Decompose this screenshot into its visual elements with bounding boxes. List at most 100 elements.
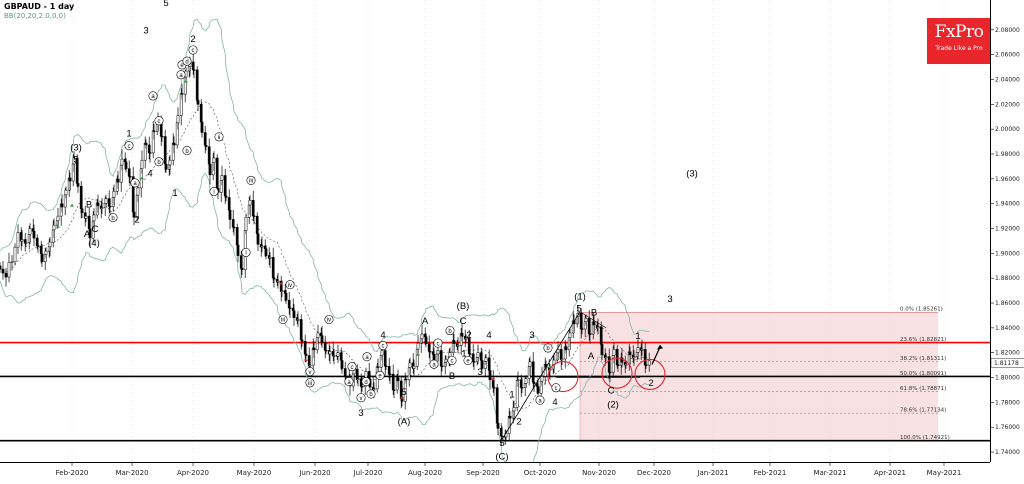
candle-body (524, 378, 528, 384)
candle-body (624, 363, 628, 366)
wave-circle (188, 45, 198, 55)
wave-circle (324, 314, 334, 324)
candle-body (0, 265, 2, 270)
wave-circle-text: iv (288, 283, 292, 289)
time-tick-label: Aug-2020 (408, 469, 442, 477)
wave-circle-text: b (546, 346, 550, 352)
wave-circle-label: c (551, 383, 561, 393)
wave-circle-label: v (356, 393, 366, 403)
bollinger-mid (0, 101, 650, 409)
wave-circle-label: d (182, 56, 192, 66)
wave-label: B (449, 371, 455, 382)
wave-circle-text: c (351, 365, 354, 371)
candle-body (596, 326, 600, 328)
candle-body (460, 332, 464, 337)
candle-body (508, 416, 512, 419)
wave-circle (278, 314, 288, 324)
trend-line (579, 311, 607, 329)
indicator-label: BB(20,20,2.0,0,0) (4, 12, 66, 20)
wave-circle (246, 175, 256, 185)
wave-circle (551, 383, 561, 393)
candle-body (40, 253, 44, 263)
wave-circle (305, 367, 315, 377)
wave-circle (176, 70, 186, 80)
candle-body (468, 353, 472, 355)
time-axis: Feb-2020 Mar-2020 Apr-2020 May-2020 Jun-2020… (0, 462, 990, 480)
wave-circle-text: c (451, 359, 454, 365)
candle-body (592, 321, 596, 326)
candle-body (160, 135, 164, 138)
candle-body (364, 371, 368, 378)
candle-body (180, 93, 184, 95)
candle-body (420, 333, 424, 340)
wave-circle (154, 157, 164, 167)
candle-body (24, 242, 28, 244)
wave-label: A (588, 351, 595, 362)
candle-body (296, 319, 300, 321)
time-tick-label: Jan-2021 (696, 469, 728, 477)
candle-body (52, 224, 56, 231)
wave-circle-label: b (182, 146, 192, 156)
candle-body (424, 336, 428, 344)
wave-circle-text: i (245, 251, 246, 257)
wave-label: 4 (486, 330, 491, 341)
wave-circle-text: b (185, 149, 189, 155)
price-tick-label: 1.78000 (995, 399, 1020, 406)
candle-body (604, 356, 608, 358)
wave-circle-text: v (309, 370, 312, 376)
candle-body (196, 100, 200, 105)
candle-body (392, 389, 396, 391)
down-arrow-icon (491, 378, 495, 382)
support-circle (601, 357, 633, 389)
time-tick-label: Feb-2021 (754, 469, 787, 477)
candle-body (632, 356, 636, 358)
up-arrow-icon (548, 365, 552, 369)
wave-circle-text: b (157, 160, 161, 166)
candle-body (328, 351, 332, 355)
candle-body (28, 228, 32, 235)
down-arrow-icon (304, 359, 308, 363)
candle-body (148, 152, 152, 154)
wave-circle-label: c (378, 341, 388, 351)
candle-body (316, 332, 320, 338)
wave-circle-label: v (305, 367, 315, 377)
candle-body (472, 361, 476, 363)
candle-body (232, 226, 236, 229)
wave-circle-label: a (535, 395, 545, 405)
candle-body (540, 376, 544, 382)
candle-body (163, 136, 167, 165)
candle-body (260, 245, 264, 248)
candle-body (476, 352, 480, 358)
wave-circle (361, 377, 371, 387)
wave-circle (148, 91, 158, 101)
candle-body (404, 378, 408, 381)
forecast-arrow-head (657, 344, 663, 350)
candle-body (444, 359, 448, 363)
wave-circle (366, 389, 376, 399)
wave-circle-label: b (543, 343, 553, 353)
candle-body (452, 340, 456, 344)
time-tick-label: Oct-2020 (524, 469, 556, 477)
forecast-arrow (651, 346, 661, 365)
up-arrow-icon (70, 203, 74, 207)
wave-circle-label: iv (324, 314, 334, 324)
wave-circle (344, 377, 354, 387)
candle-body (204, 144, 208, 147)
candle-body (300, 339, 304, 342)
wave-circle-text: b (448, 329, 452, 335)
candle-body (252, 215, 256, 217)
candle-body (616, 364, 620, 366)
wave-label: 3 (529, 330, 534, 341)
candle-body (560, 358, 564, 361)
candle-body (116, 178, 120, 183)
time-axis-svg: Feb-2020 Mar-2020 Apr-2020 May-2020 Jun-2020… (56, 463, 961, 477)
candle-body (496, 422, 500, 429)
wave-label: 2 (516, 417, 521, 428)
candle-body (556, 349, 560, 354)
wave-circle-label: b (108, 213, 118, 223)
wave-circle-label: c (447, 355, 457, 365)
candle-body (464, 337, 468, 340)
wave-circle-label: a (176, 70, 186, 80)
wave-circle (347, 362, 357, 372)
wave-label: C (608, 386, 615, 397)
